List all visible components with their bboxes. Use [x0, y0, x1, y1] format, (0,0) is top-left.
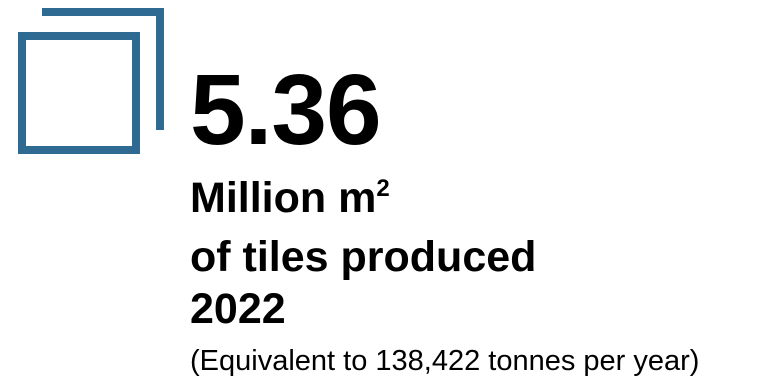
front-square-outline — [18, 32, 140, 154]
back-square-outline — [42, 8, 164, 130]
stat-value: 5.36 — [190, 54, 382, 166]
stat-year: 2022 — [190, 285, 286, 333]
stat-subject: of tiles produced — [190, 233, 537, 281]
stat-unit: Million m — [190, 174, 377, 222]
overlapping-squares-icon — [18, 8, 166, 156]
stat-unit-superscript: 2 — [376, 175, 390, 202]
stat-unit-line: Million m2 — [190, 172, 536, 231]
stat-description: Million m2 of tiles produced 2022 — [190, 172, 536, 335]
stat-equivalent-note: (Equivalent to 138,422 tonnes per year) — [190, 345, 700, 377]
